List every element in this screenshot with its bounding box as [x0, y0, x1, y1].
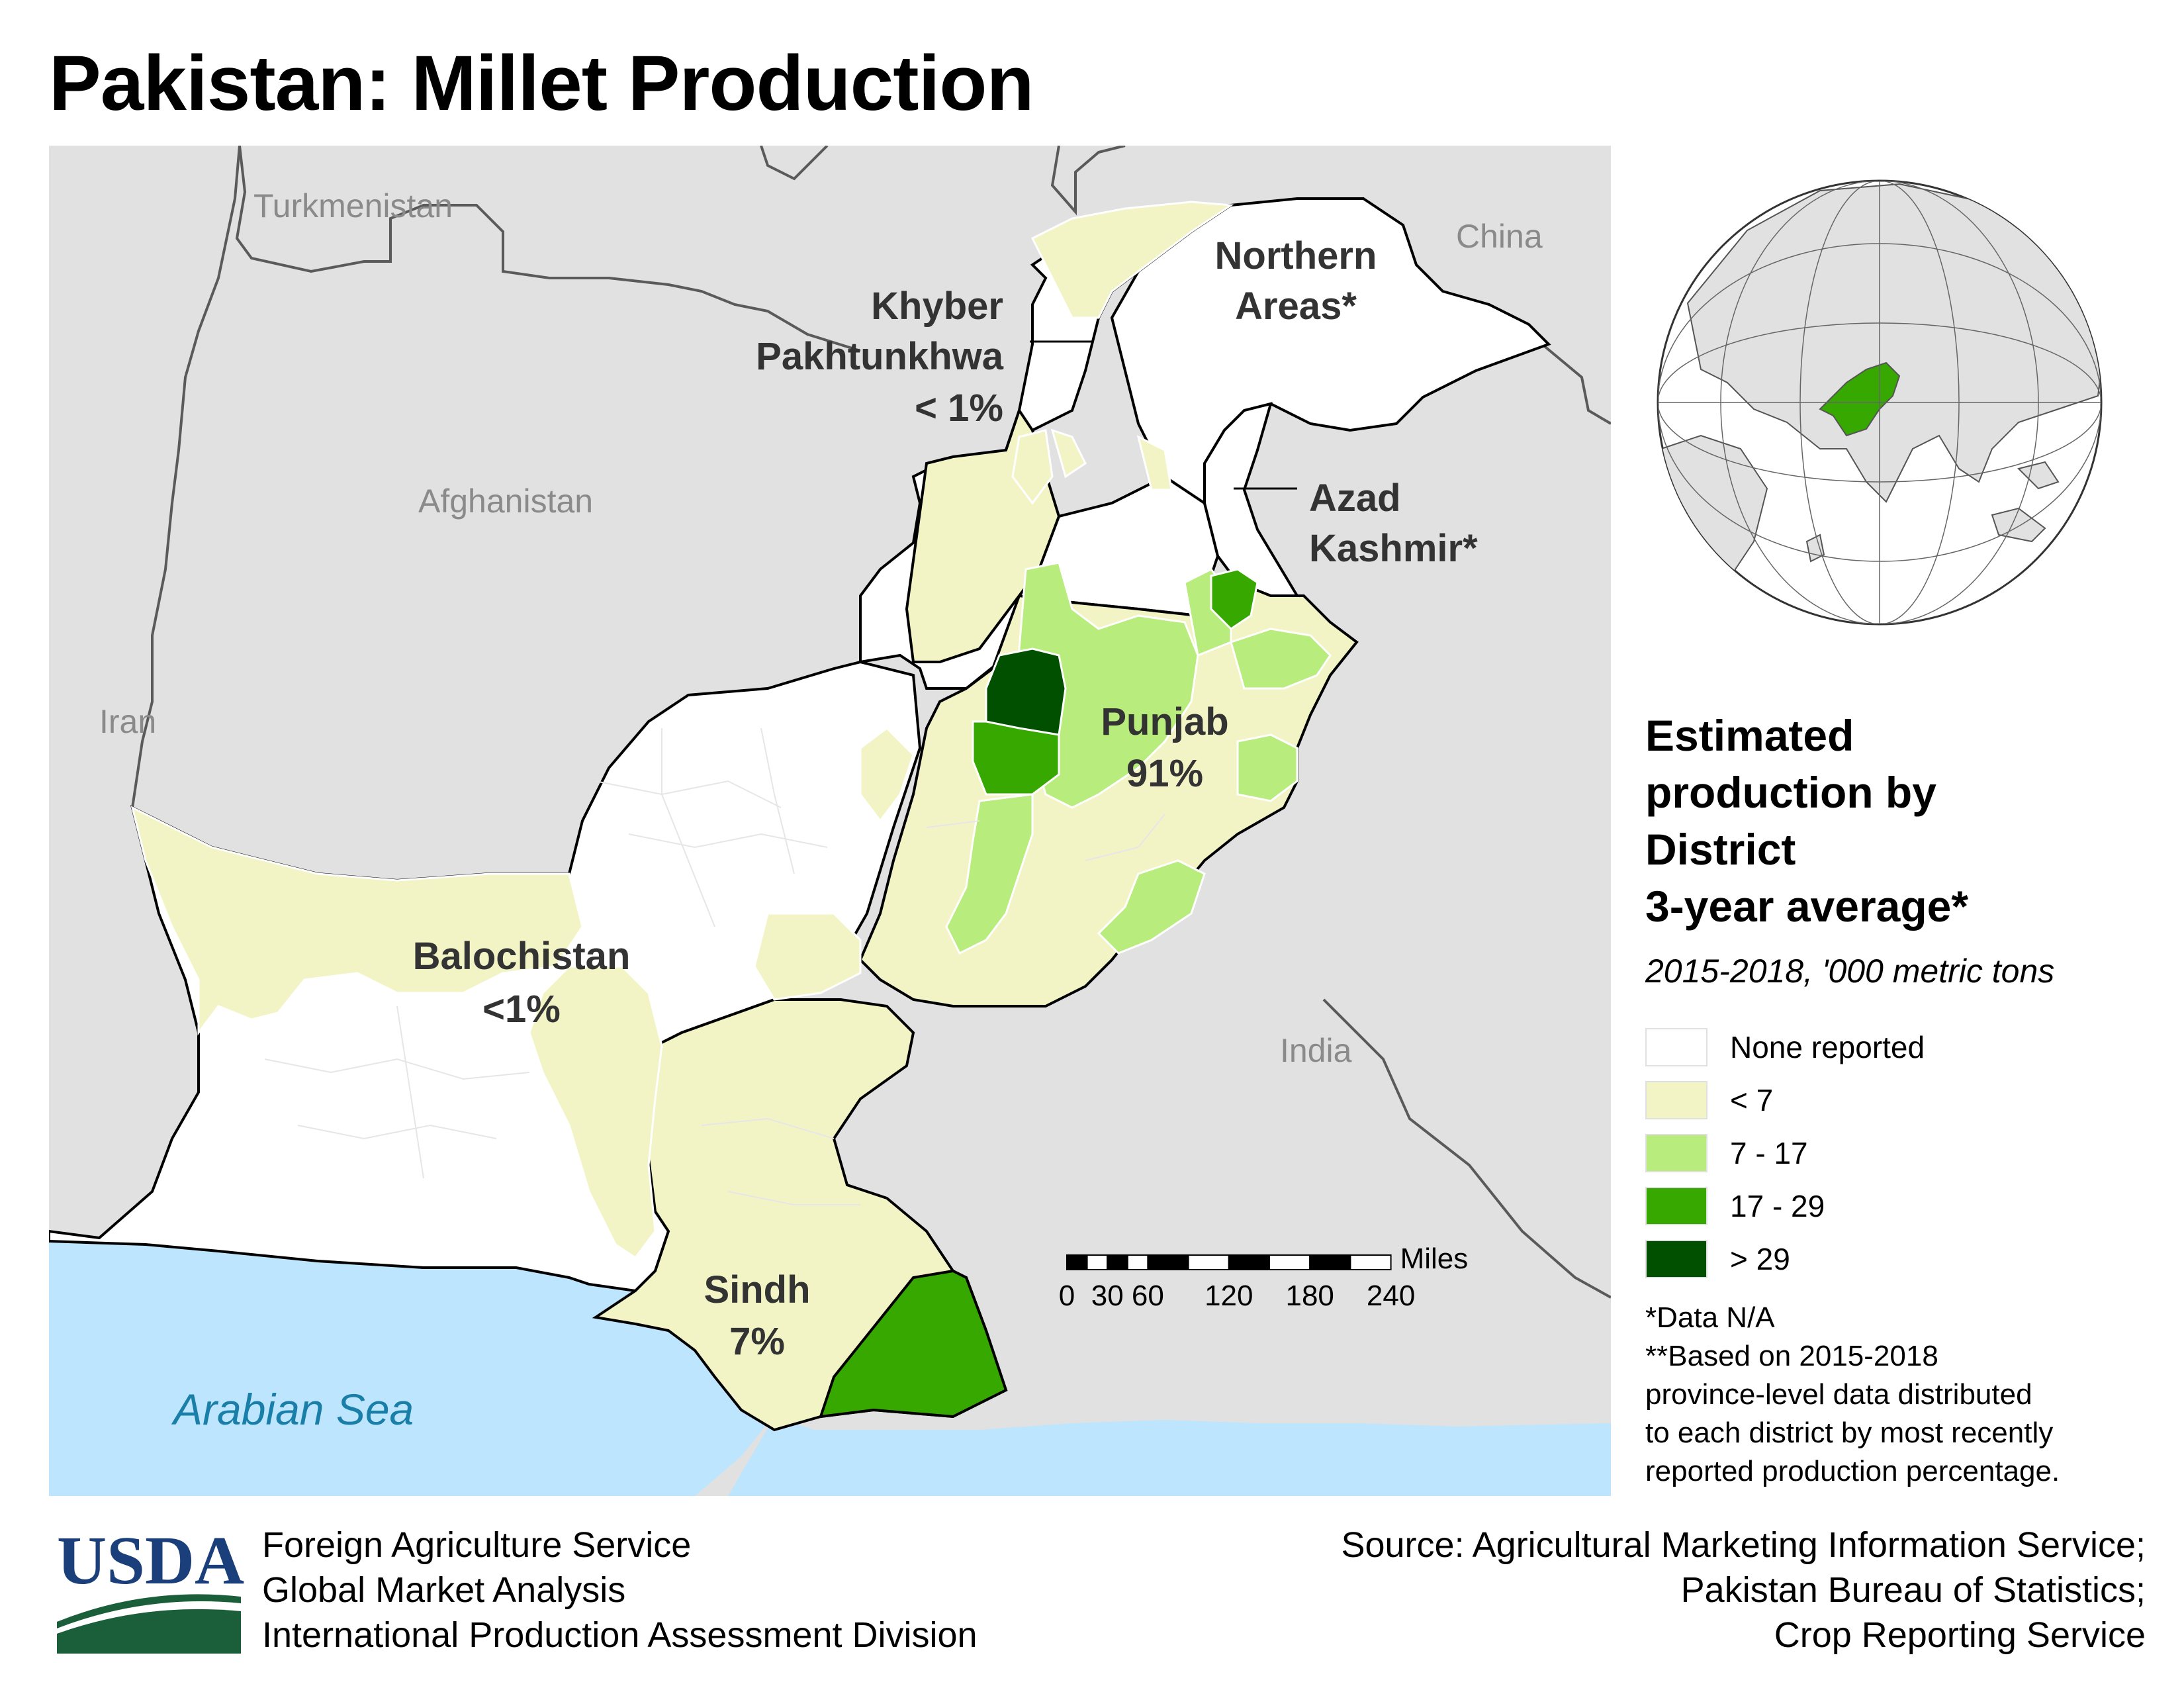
azad-kashmir-label-line1: Azad: [1309, 477, 1401, 520]
usda-logo-text: USDA: [57, 1523, 244, 1599]
scale-bar-segment: [1269, 1254, 1311, 1270]
legend-note: province-level data distributed: [1645, 1378, 2032, 1411]
district-7-17-e: [945, 793, 1034, 955]
khyber-label-line2: Pakhtunkhwa: [756, 335, 1004, 378]
legend-swatch: [1645, 1187, 1707, 1225]
low-production-districts: [130, 201, 1234, 1260]
scale-bar-segment: [1309, 1254, 1351, 1270]
scale-bar-segment: [1126, 1254, 1149, 1270]
scale-bar-tick-label: 30: [1091, 1280, 1124, 1312]
legend-title-line: Estimated: [1645, 711, 1854, 760]
source-line: Source: Agricultural Marketing Informati…: [1341, 1525, 2146, 1565]
map-panel: Turkmenistan China Afghanistan Iran Indi…: [49, 146, 1611, 1496]
usda-logo-swoosh: [57, 1594, 241, 1628]
legend-item-gt29: > 29: [1645, 1233, 2161, 1286]
afghanistan-label: Afghanistan: [418, 483, 593, 520]
scale-bar-tick-label: 120: [1205, 1280, 1253, 1312]
legend-swatch: [1645, 1081, 1707, 1119]
turkmenistan-label: Turkmenistan: [253, 187, 453, 224]
pakistan-map: Turkmenistan China Afghanistan Iran Indi…: [49, 146, 1611, 1496]
globe-land-islands: [1805, 461, 2060, 563]
scale-bar-segment: [1086, 1254, 1109, 1270]
arabian-sea-label: Arabian Sea: [171, 1385, 414, 1434]
sindh-label: Sindh: [704, 1268, 810, 1311]
legend-note: **Based on 2015-2018: [1645, 1340, 1938, 1372]
usda-logo-field: [57, 1609, 241, 1654]
scale-bar-tick-label: 60: [1132, 1280, 1164, 1312]
scale-bar-tick-label: 0: [1059, 1280, 1075, 1312]
legend-swatch: [1645, 1028, 1707, 1066]
legend-swatch: [1645, 1134, 1707, 1172]
neighbor-borders: [131, 146, 1611, 1299]
scale-bar-segment: [1147, 1254, 1189, 1270]
district-gt29: [985, 647, 1067, 736]
china-label: China: [1456, 218, 1543, 255]
balochistan-label: Balochistan: [413, 935, 631, 978]
iran-label: Iran: [99, 703, 156, 740]
scale-bar-unit: Miles: [1400, 1243, 1469, 1275]
scale-bar: 0 30 60 120 180 240 Miles: [1059, 1243, 1469, 1312]
punjab-share: 91%: [1126, 752, 1203, 795]
district-7-17-c: [1230, 628, 1332, 690]
district-lines: [264, 727, 1165, 1205]
legend-label: 7 - 17: [1730, 1136, 1808, 1170]
scale-bar-segment: [1349, 1254, 1392, 1270]
district-7-17-f: [1097, 859, 1206, 955]
legend-label: > 29: [1730, 1242, 1790, 1276]
legend-items: None reported < 7 7 - 17 17 - 29 > 29: [1645, 1021, 2161, 1286]
azad-kashmir-label-line2: Kashmir*: [1309, 527, 1478, 570]
source-block: Source: Agricultural Marketing Informati…: [1341, 1523, 2146, 1658]
sindh-district-17-29: [819, 1269, 1008, 1419]
india-label: India: [1280, 1032, 1352, 1069]
legend-item-none: None reported: [1645, 1021, 2161, 1074]
legend-label: 17 - 29: [1730, 1189, 1825, 1223]
legend-notes: *Data N/A **Based on 2015-2018 province-…: [1645, 1299, 2161, 1491]
khyber-label-line1: Khyber: [871, 285, 1003, 328]
legend-subtitle: 2015-2018, '000 metric tons: [1645, 953, 2055, 990]
scale-bar-segment: [1107, 1254, 1128, 1270]
agency-line: Foreign Agriculture Service: [262, 1525, 692, 1565]
legend-label: None reported: [1730, 1030, 1925, 1064]
balochistan-share: <1%: [482, 988, 561, 1031]
northern-areas-label-line1: Northern: [1215, 234, 1377, 277]
scale-bar-segment: [1228, 1254, 1271, 1270]
legend-title-line: production by: [1645, 768, 1936, 817]
legend-item-lt7: < 7: [1645, 1074, 2161, 1127]
district-7-17-d: [1236, 733, 1298, 802]
scale-bar-segment: [1187, 1254, 1230, 1270]
usda-logo: USDA: [57, 1523, 244, 1654]
legend-item-17-29: 17 - 29: [1645, 1180, 2161, 1233]
legend-item-7-17: 7 - 17: [1645, 1127, 2161, 1180]
azad-kashmir-province: [1203, 402, 1300, 597]
agency-block: Foreign Agriculture Service Global Marke…: [262, 1523, 978, 1658]
legend-title-line: 3-year average*: [1645, 882, 1969, 931]
globe-graticule: [1658, 181, 2101, 624]
legend-note: reported production percentage.: [1645, 1455, 2060, 1487]
northern-areas-province: [1110, 197, 1551, 506]
district-17-29-a: [1210, 568, 1259, 630]
legend-title-line: District: [1645, 825, 1796, 874]
northern-areas-label-line2: Areas*: [1235, 285, 1357, 328]
sea-area-gulf: [569, 1278, 768, 1496]
legend-note: *Data N/A: [1645, 1301, 1775, 1334]
page-title: Pakistan: Millet Production: [49, 40, 1034, 127]
agency-line: International Production Assessment Divi…: [262, 1615, 978, 1655]
legend-title: Estimated production by District 3-year …: [1645, 707, 2161, 935]
punjab-district-shades: [819, 561, 1332, 1419]
scale-bar-tick-label: 180: [1285, 1280, 1334, 1312]
scale-bar-tick-label: 240: [1367, 1280, 1415, 1312]
legend-swatch: [1645, 1240, 1707, 1278]
sea-area: [49, 1238, 1611, 1496]
legend-note: to each district by most recently: [1645, 1417, 2054, 1449]
punjab-label: Punjab: [1101, 700, 1228, 743]
source-line: Pakistan Bureau of Statistics;: [1680, 1570, 2146, 1610]
legend: Estimated production by District 3-year …: [1645, 707, 2161, 1491]
agency-line: Global Market Analysis: [262, 1570, 626, 1610]
source-line: Crop Reporting Service: [1774, 1615, 2146, 1655]
legend-label: < 7: [1730, 1083, 1774, 1117]
khyber-share: < 1%: [915, 387, 1003, 430]
locator-globe: [1657, 179, 2103, 626]
scale-bar-segment: [1066, 1254, 1088, 1270]
sindh-share: 7%: [729, 1320, 785, 1363]
